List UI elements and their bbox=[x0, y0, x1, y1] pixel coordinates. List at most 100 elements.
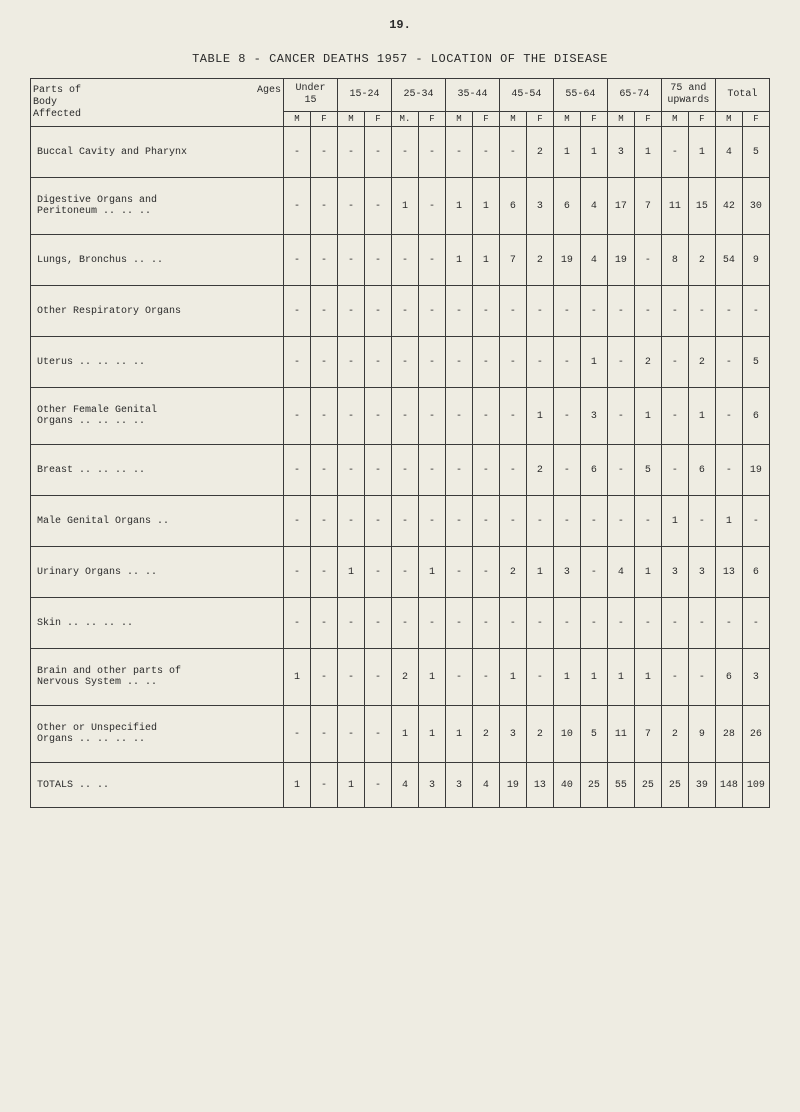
cell: - bbox=[526, 496, 553, 547]
table-row: Urinary Organs .. ..--1--1--213-4133136 bbox=[31, 547, 770, 598]
cell: - bbox=[310, 706, 337, 763]
table-row: Lungs, Bronchus .. ..------117219419-825… bbox=[31, 235, 770, 286]
cell: - bbox=[364, 649, 391, 706]
cell: - bbox=[580, 547, 607, 598]
cell: 148 bbox=[715, 763, 742, 808]
sub-12: M bbox=[607, 112, 634, 127]
cell: - bbox=[499, 598, 526, 649]
cell: - bbox=[607, 445, 634, 496]
sub-3: F bbox=[364, 112, 391, 127]
sub-17: F bbox=[742, 112, 769, 127]
cell: - bbox=[391, 496, 418, 547]
cell: 55 bbox=[607, 763, 634, 808]
cell: - bbox=[310, 286, 337, 337]
table-row: Breast .. .. .. ..---------2-6-5-6-19 bbox=[31, 445, 770, 496]
cell: 3 bbox=[418, 763, 445, 808]
row-label: Lungs, Bronchus .. .. bbox=[31, 235, 284, 286]
cell: 54 bbox=[715, 235, 742, 286]
cell: 1 bbox=[418, 706, 445, 763]
cell: 1 bbox=[445, 706, 472, 763]
cell: 5 bbox=[742, 337, 769, 388]
table-row: Brain and other parts of Nervous System … bbox=[31, 649, 770, 706]
cell: - bbox=[391, 235, 418, 286]
cell: - bbox=[418, 286, 445, 337]
cell: - bbox=[742, 496, 769, 547]
sub-14: M bbox=[661, 112, 688, 127]
age-group-6: 65-74 bbox=[607, 79, 661, 112]
cell: 1 bbox=[445, 178, 472, 235]
cell: - bbox=[310, 649, 337, 706]
cell: 1 bbox=[526, 547, 553, 598]
cell: - bbox=[688, 649, 715, 706]
cell: 5 bbox=[742, 127, 769, 178]
cell: - bbox=[445, 496, 472, 547]
cell: - bbox=[661, 649, 688, 706]
cell: - bbox=[661, 286, 688, 337]
cell: - bbox=[445, 127, 472, 178]
cell: 109 bbox=[742, 763, 769, 808]
sub-10: M bbox=[553, 112, 580, 127]
cell: - bbox=[364, 388, 391, 445]
cell: 1 bbox=[580, 649, 607, 706]
cell: - bbox=[364, 598, 391, 649]
row-label: TOTALS .. .. bbox=[31, 763, 284, 808]
cell: 13 bbox=[715, 547, 742, 598]
cell: 7 bbox=[634, 706, 661, 763]
cell: - bbox=[472, 286, 499, 337]
cell: - bbox=[661, 337, 688, 388]
cell: 4 bbox=[580, 178, 607, 235]
cell: 19 bbox=[742, 445, 769, 496]
cell: - bbox=[364, 706, 391, 763]
age-group-4: 45-54 bbox=[499, 79, 553, 112]
cell: 1 bbox=[634, 547, 661, 598]
cell: 2 bbox=[526, 706, 553, 763]
cell: - bbox=[310, 178, 337, 235]
cell: - bbox=[688, 286, 715, 337]
cell: - bbox=[391, 445, 418, 496]
cell: - bbox=[742, 598, 769, 649]
cell: - bbox=[526, 337, 553, 388]
cell: - bbox=[284, 445, 311, 496]
cell: - bbox=[445, 286, 472, 337]
cell: 9 bbox=[742, 235, 769, 286]
cell: - bbox=[499, 445, 526, 496]
cell: 6 bbox=[742, 547, 769, 598]
table-row: Skin .. .. .. ..------------------ bbox=[31, 598, 770, 649]
cell: 25 bbox=[580, 763, 607, 808]
row-label: Breast .. .. .. .. bbox=[31, 445, 284, 496]
ages-label: Ages bbox=[257, 85, 281, 121]
cell: 6 bbox=[499, 178, 526, 235]
cell: - bbox=[499, 337, 526, 388]
cell: 2 bbox=[499, 547, 526, 598]
cell: - bbox=[310, 547, 337, 598]
cell: 4 bbox=[472, 763, 499, 808]
cell: - bbox=[553, 337, 580, 388]
cell: 3 bbox=[553, 547, 580, 598]
cell: 1 bbox=[337, 547, 364, 598]
cell: 1 bbox=[418, 649, 445, 706]
cell: - bbox=[526, 598, 553, 649]
cell: 3 bbox=[661, 547, 688, 598]
cell: 8 bbox=[661, 235, 688, 286]
cell: - bbox=[580, 598, 607, 649]
cell: 2 bbox=[526, 235, 553, 286]
cell: - bbox=[418, 127, 445, 178]
cell: - bbox=[661, 127, 688, 178]
cell: - bbox=[284, 547, 311, 598]
cell: - bbox=[337, 337, 364, 388]
cell: - bbox=[364, 337, 391, 388]
cell: 1 bbox=[284, 763, 311, 808]
cell: - bbox=[445, 598, 472, 649]
cell: - bbox=[499, 388, 526, 445]
cell: - bbox=[553, 388, 580, 445]
age-group-0: Under 15 bbox=[284, 79, 338, 112]
cell: 25 bbox=[661, 763, 688, 808]
age-group-3: 35-44 bbox=[445, 79, 499, 112]
header-row-1: Parts of Body Affected Ages Under 15 15-… bbox=[31, 79, 770, 112]
cell: - bbox=[418, 496, 445, 547]
cell: - bbox=[553, 286, 580, 337]
cell: 5 bbox=[580, 706, 607, 763]
parts-label: Parts of Body Affected bbox=[33, 85, 81, 121]
cell: - bbox=[284, 598, 311, 649]
cell: 1 bbox=[526, 388, 553, 445]
